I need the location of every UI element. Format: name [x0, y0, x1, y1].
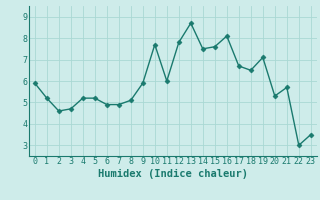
X-axis label: Humidex (Indice chaleur): Humidex (Indice chaleur)	[98, 169, 248, 179]
